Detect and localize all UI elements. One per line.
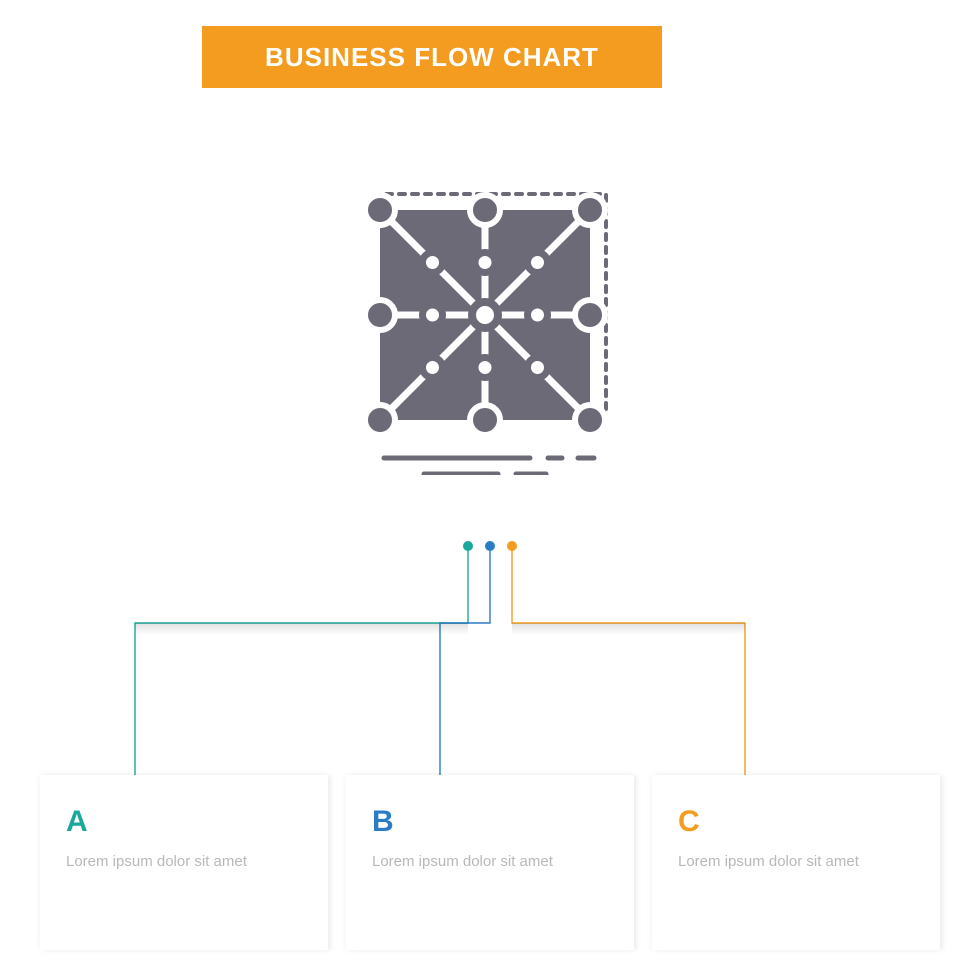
card-body-c: Lorem ipsum dolor sit amet bbox=[678, 851, 914, 872]
header-title: BUSINESS FLOW CHART bbox=[265, 42, 599, 73]
card-letter-b: B bbox=[372, 805, 608, 839]
network-grid-icon bbox=[330, 155, 650, 475]
card-body-a: Lorem ipsum dolor sit amet bbox=[66, 851, 302, 872]
connector-lines bbox=[0, 538, 980, 798]
card-a: A Lorem ipsum dolor sit amet bbox=[40, 775, 328, 950]
card-body-b: Lorem ipsum dolor sit amet bbox=[372, 851, 608, 872]
card-b: B Lorem ipsum dolor sit amet bbox=[346, 775, 634, 950]
card-letter-c: C bbox=[678, 805, 914, 839]
card-row: A Lorem ipsum dolor sit amet B Lorem ips… bbox=[0, 775, 980, 950]
card-c: C Lorem ipsum dolor sit amet bbox=[652, 775, 940, 950]
card-letter-a: A bbox=[66, 805, 302, 839]
header-banner: BUSINESS FLOW CHART bbox=[202, 26, 662, 88]
